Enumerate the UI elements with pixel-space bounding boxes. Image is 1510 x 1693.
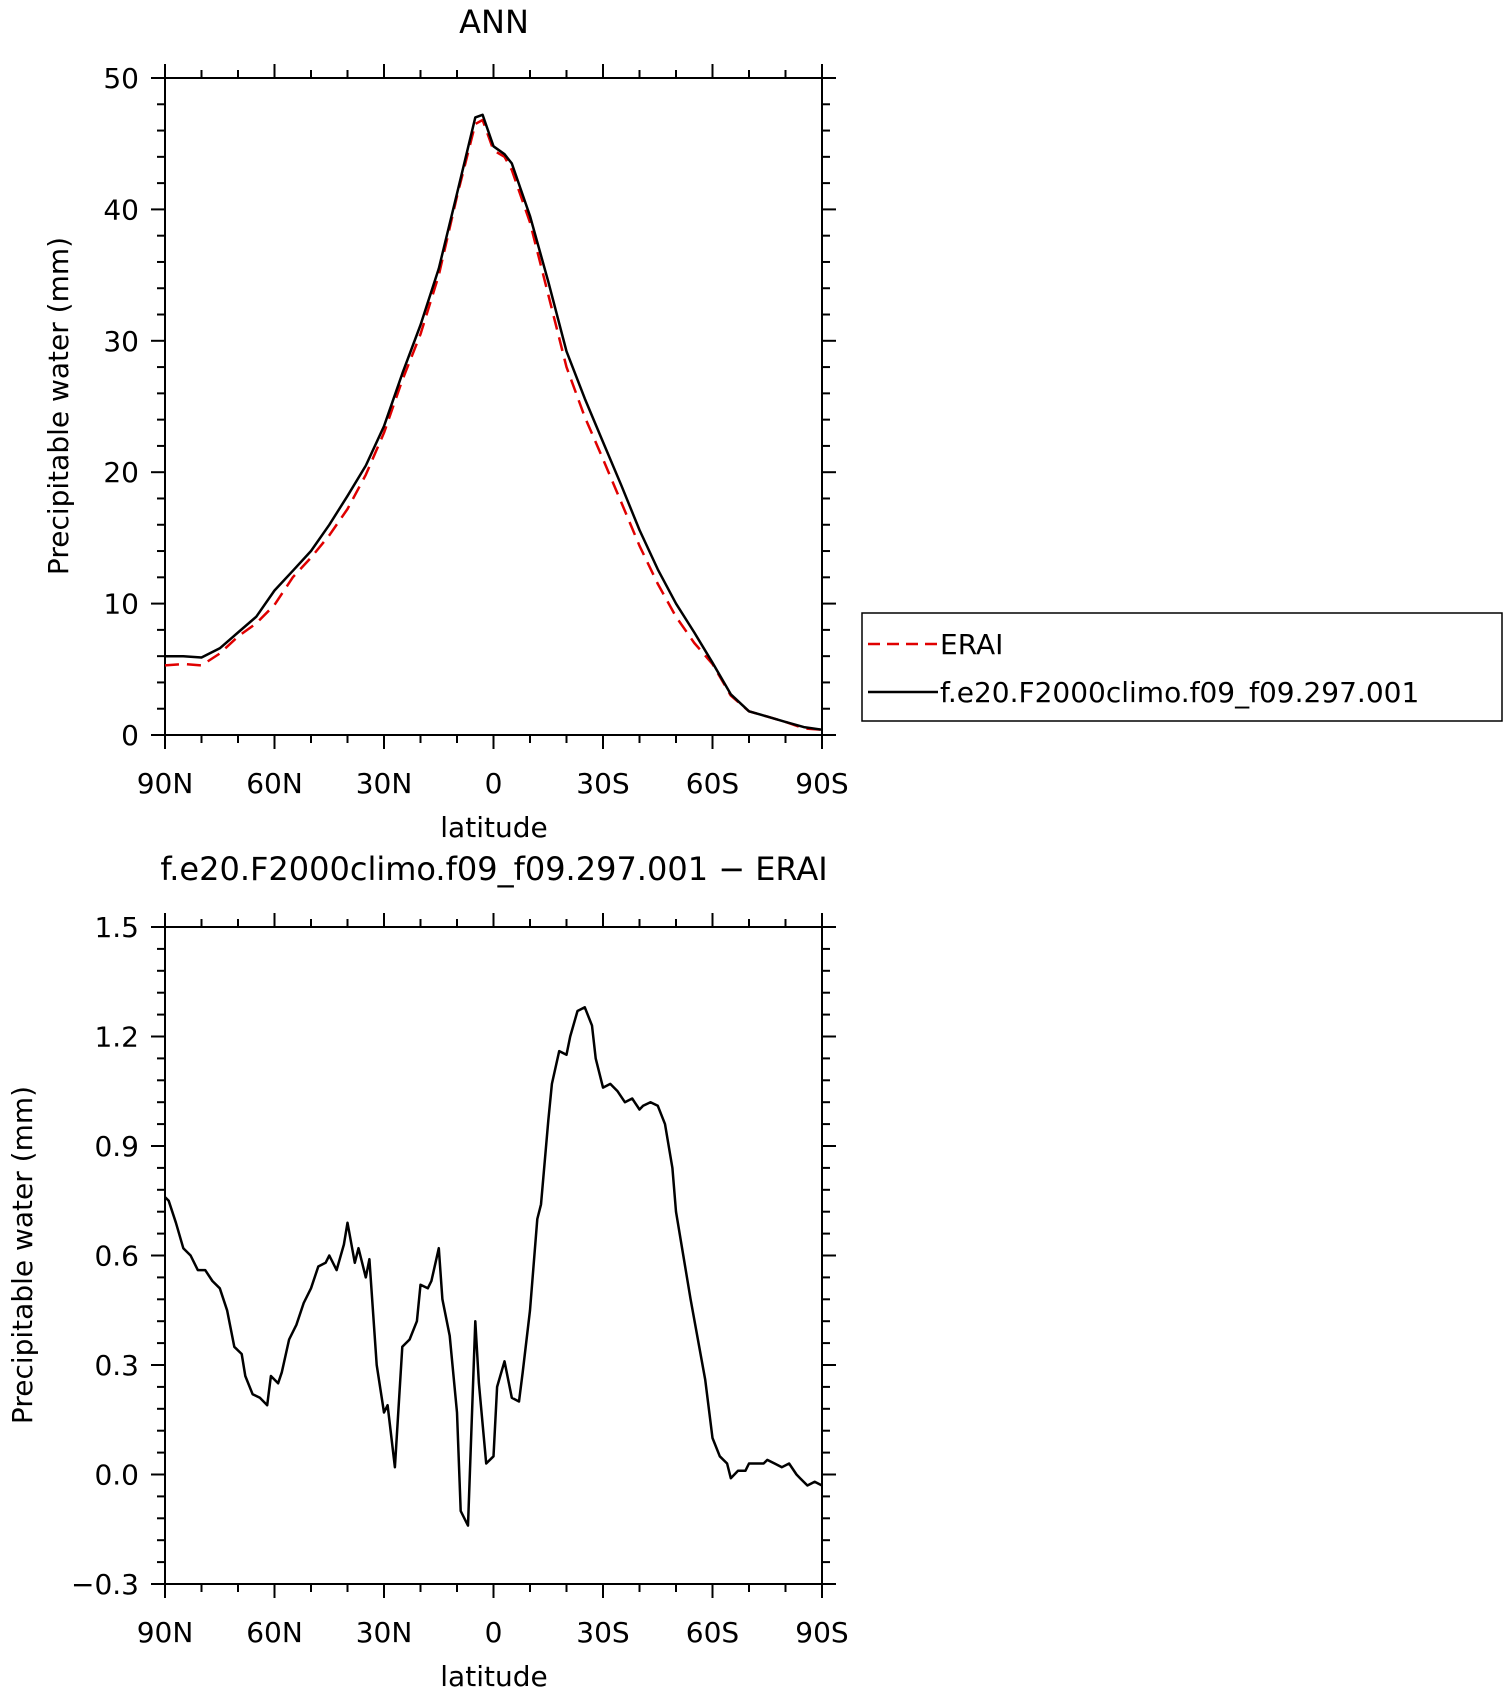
bottom-panel: f.e20.F2000climo.f09_f09.297.001 − ERAI … <box>6 850 849 1693</box>
top-plot-frame <box>164 77 823 736</box>
bottom-axis-ticks: 90N 60N 30N 0 30S 60S 90S −0.3 0.0 0.3 0.6 0.9 1.2 1.… <box>71 911 849 1649</box>
y-tick-label: 50 <box>103 62 139 95</box>
x-tick-label: 90N <box>137 767 194 800</box>
bottom-y-axis-label: Precipitable water (mm) <box>6 1086 39 1424</box>
x-tick-label: 30S <box>576 767 629 800</box>
series-line-difference <box>164 1006 823 1527</box>
x-tick-label: 0 <box>485 767 503 800</box>
x-tick-label: 60N <box>246 767 303 800</box>
top-y-axis-label: Precipitable water (mm) <box>42 237 75 575</box>
bottom-series-group <box>164 1006 823 1527</box>
y-tick-label: 0.3 <box>94 1349 139 1382</box>
top-panel-title: ANN <box>459 3 529 41</box>
legend-erai-label: ERAI <box>940 628 1003 661</box>
x-tick-label: 0 <box>485 1616 503 1649</box>
bottom-x-axis-label: latitude <box>440 1660 547 1693</box>
y-tick-label: 0.0 <box>94 1459 139 1492</box>
series-line-model <box>165 113 823 731</box>
x-tick-label: 60S <box>686 1616 739 1649</box>
y-tick-label: 0.6 <box>94 1240 139 1273</box>
y-tick-label: 0.9 <box>94 1130 139 1163</box>
top-x-axis-label: latitude <box>440 811 547 844</box>
y-tick-label: 20 <box>103 456 139 489</box>
x-tick-label: 90N <box>137 1616 194 1649</box>
y-tick-label: −0.3 <box>71 1568 139 1601</box>
top-panel: ANN 90N 60N 30N 0 30S 60S 90S 0 10 20 30 40 50 latit… <box>42 3 1503 844</box>
y-tick-label: 30 <box>103 325 139 358</box>
x-tick-label: 60N <box>246 1616 303 1649</box>
y-tick-label: 10 <box>103 588 139 621</box>
bottom-panel-title: f.e20.F2000climo.f09_f09.297.001 − ERAI <box>160 850 827 888</box>
bottom-plot-frame <box>164 926 823 1585</box>
legend: ERAI f.e20.F2000climo.f09_f09.297.001 <box>861 612 1503 722</box>
top-series-group <box>164 113 823 731</box>
y-tick-label: 1.2 <box>94 1021 139 1054</box>
x-tick-label: 60S <box>686 767 739 800</box>
y-tick-label: 40 <box>103 193 139 226</box>
top-axis-ticks: 90N 60N 30N 0 30S 60S 90S 0 10 20 30 40 50 <box>103 62 848 800</box>
y-tick-label: 1.5 <box>94 911 139 944</box>
legend-box <box>861 612 1503 722</box>
y-tick-label: 0 <box>121 719 139 752</box>
x-tick-label: 30N <box>356 1616 413 1649</box>
x-tick-label: 30S <box>576 1616 629 1649</box>
x-tick-label: 90S <box>795 1616 848 1649</box>
series-line-erai <box>164 118 823 731</box>
x-tick-label: 30N <box>356 767 413 800</box>
x-tick-label: 90S <box>795 767 848 800</box>
legend-model-label: f.e20.F2000climo.f09_f09.297.001 <box>940 676 1419 709</box>
